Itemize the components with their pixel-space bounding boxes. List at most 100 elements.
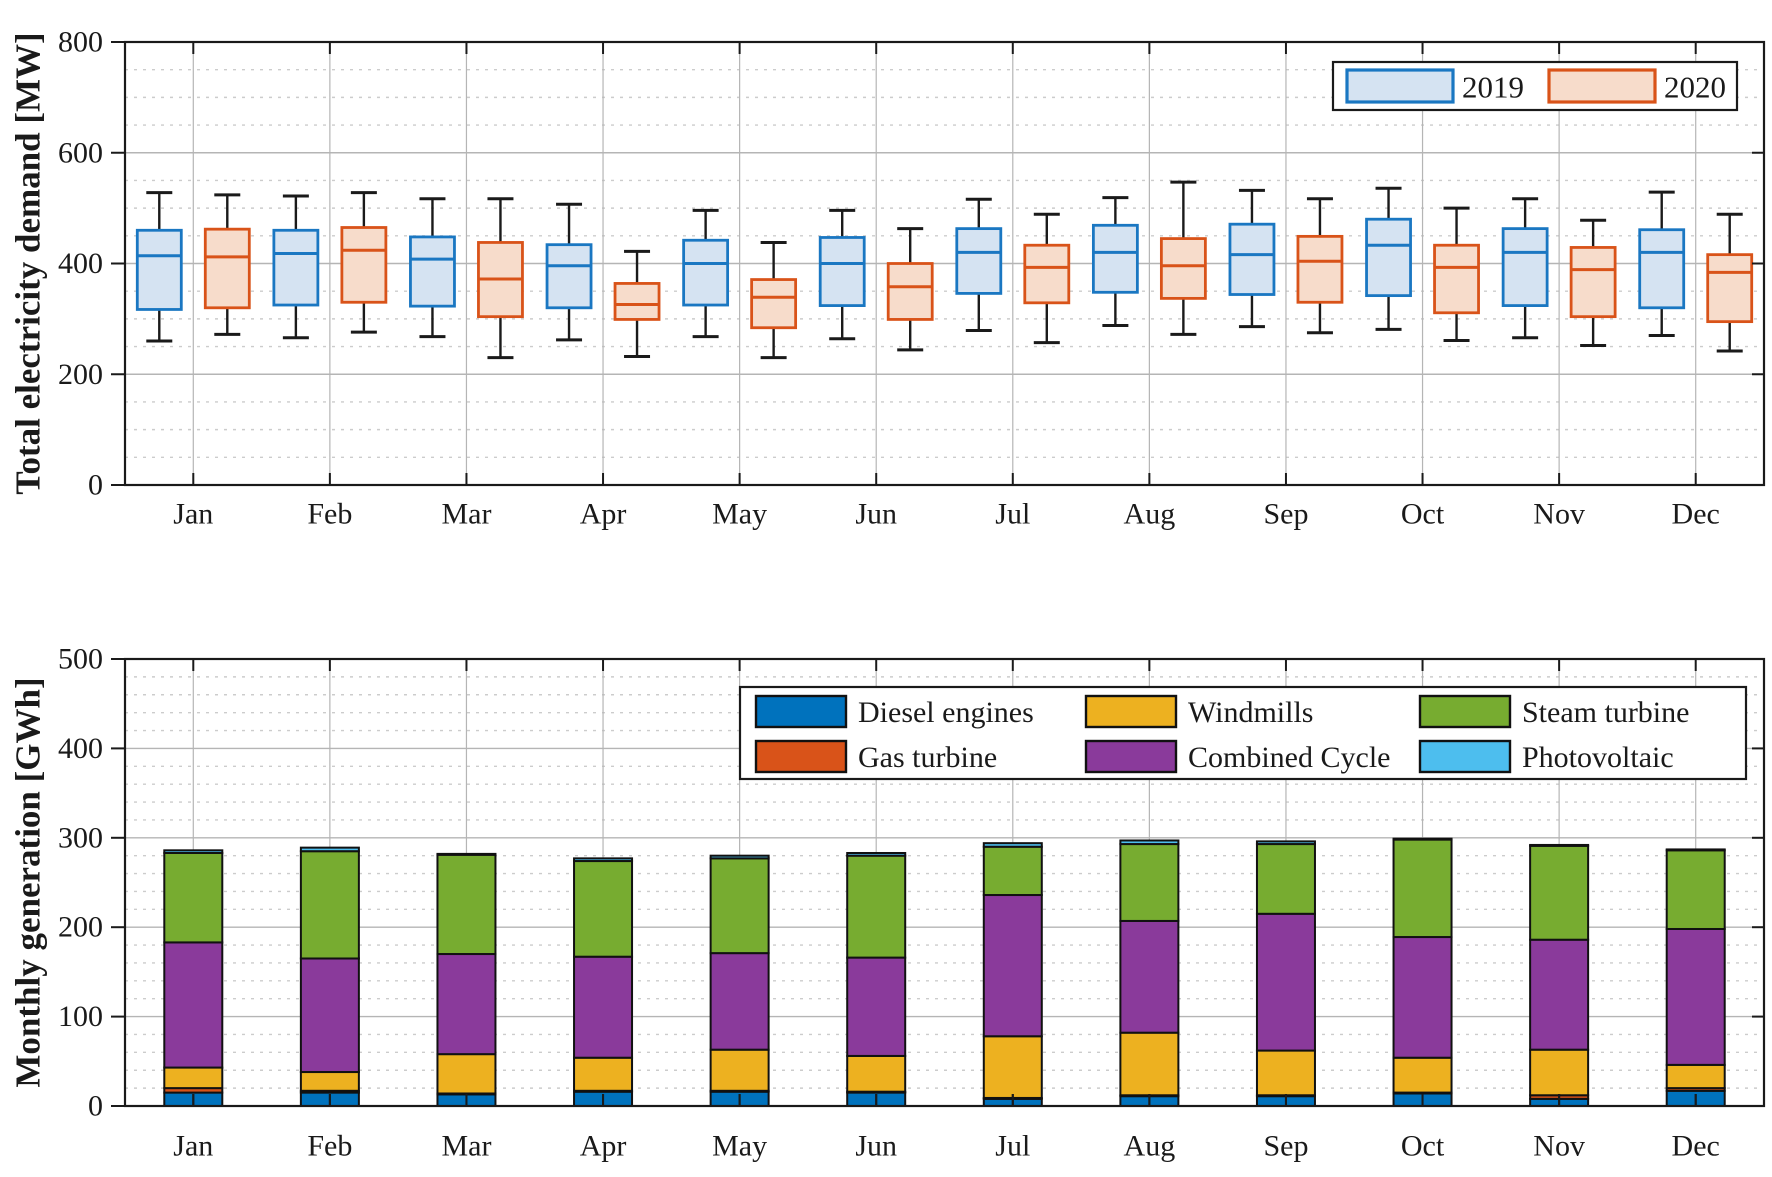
x-tick-label: Jul [995, 498, 1030, 531]
bar-May [709, 854, 770, 1108]
x-tick-label: May [712, 1130, 767, 1163]
major-gridlines [125, 747, 1764, 1018]
stacked-bars [163, 837, 1726, 1108]
y-tick-label: 600 [58, 136, 103, 169]
bar-Nov [1529, 843, 1590, 1108]
bar-Jun [846, 851, 907, 1107]
legend-label-diesel-engines: Diesel engines [858, 696, 1034, 729]
y-tick-label: 400 [58, 247, 103, 280]
x-tick-label: Feb [307, 498, 352, 531]
x-tick-label: Oct [1401, 498, 1445, 531]
legend-label-photovoltaic: Photovoltaic [1522, 741, 1674, 774]
y-tick-label: 0 [88, 1090, 103, 1123]
box-2019-Aug [1091, 196, 1139, 328]
box-2020-Apr [613, 249, 661, 359]
x-tick-label: Jan [173, 1130, 213, 1163]
box-2020-Jul [1023, 212, 1071, 345]
x-tick-label: Oct [1401, 1130, 1445, 1163]
y-axis-label: Monthly generation [GWh] [9, 677, 48, 1087]
box-2019-Mar [409, 197, 456, 339]
bar-Mar [436, 852, 497, 1108]
y-tick-label: 100 [58, 1000, 103, 1033]
tick-marks [111, 41, 1764, 486]
x-gridlines [192, 42, 1697, 485]
y-tick-label: 200 [58, 911, 103, 944]
y-axis-title: Total electricity demand [MW] [9, 32, 48, 494]
x-tick-label: Mar [441, 498, 491, 531]
y-axis-label: Total electricity demand [MW] [9, 32, 48, 494]
x-tick-label: Dec [1672, 1130, 1720, 1163]
x-tick-label: Sep [1263, 498, 1308, 531]
boxplot-series-2019 [135, 186, 1686, 343]
legend-label-windmills: Windmills [1188, 696, 1313, 729]
tick-marks [111, 658, 1764, 1107]
y-tick-label: 200 [58, 358, 103, 391]
box-2020-Aug [1159, 180, 1207, 336]
bar-Feb [299, 846, 360, 1107]
boxplot-series-2020 [203, 180, 1754, 360]
y-axis-title: Monthly generation [GWh] [9, 677, 48, 1087]
box-2020-Jan [203, 193, 251, 336]
major-gridlines [125, 152, 1764, 375]
bar-Dec [1665, 848, 1726, 1108]
x-tick-label: Mar [441, 1130, 491, 1163]
y-tick-label: 400 [58, 732, 103, 765]
legend-years: 2019 2020 [1331, 60, 1739, 112]
bar-Sep [1255, 840, 1316, 1108]
bar-Apr [573, 857, 634, 1108]
legend-label-2020: 2020 [1664, 70, 1726, 105]
x-tick-label: Jan [173, 498, 213, 531]
box-2019-May [682, 208, 730, 339]
y-tick-label: 500 [58, 643, 103, 676]
box-2019-Apr [545, 202, 593, 342]
y-tick-labels: 0 200 400 600 800 [58, 26, 103, 502]
box-2019-Oct [1365, 186, 1412, 331]
box-2020-Mar [477, 197, 524, 360]
legend-label-2019: 2019 [1462, 70, 1524, 105]
x-tick-label: Aug [1124, 1130, 1176, 1163]
legend-label-gas-turbine: Gas turbine [858, 741, 997, 774]
generation-bar-chart: Diesel engines Windmills Steam turbine Gas … [9, 643, 1766, 1163]
x-tick-label: Nov [1533, 498, 1585, 531]
x-tick-label: Jun [855, 1130, 897, 1163]
bar-Jan [163, 849, 224, 1107]
box-2020-Oct [1433, 206, 1480, 342]
box-2019-Dec [1638, 190, 1686, 337]
x-tick-labels: Jan Feb Mar Apr May Jun Jul Aug Sep Oct Nov Dec [173, 498, 1720, 531]
bar-Aug [1119, 839, 1180, 1108]
legend-label-steam-turbine: Steam turbine [1522, 696, 1689, 729]
x-tick-label: Nov [1533, 1130, 1585, 1163]
box-2020-Feb [340, 191, 388, 334]
box-2019-Jun [818, 208, 866, 341]
y-tick-label: 300 [58, 821, 103, 854]
box-2019-Jul [955, 197, 1003, 333]
minor-gridlines [125, 68, 1764, 459]
box-2020-Nov [1569, 218, 1617, 347]
x-tick-label: Apr [580, 498, 627, 531]
x-tick-label: Sep [1263, 1130, 1308, 1163]
box-2020-Jun [886, 227, 934, 352]
bar-Jul [982, 842, 1043, 1108]
plot-frame [123, 657, 1766, 1108]
x-tick-label: Feb [307, 1130, 352, 1163]
box-2020-May [750, 240, 798, 360]
x-tick-label: Aug [1124, 498, 1176, 531]
y-tick-labels: 0 100 200 300 400 500 [58, 643, 103, 1123]
box-2019-Nov [1501, 197, 1549, 340]
legend-label-combined-cycle: Combined Cycle [1188, 741, 1390, 774]
y-tick-label: 800 [58, 26, 103, 59]
box-2019-Jan [135, 191, 183, 343]
x-tick-label: Jul [995, 1130, 1030, 1163]
x-tick-label: Apr [580, 1130, 627, 1163]
x-tick-label: May [712, 498, 767, 531]
bar-Oct [1392, 837, 1453, 1108]
x-tick-label: Jun [855, 498, 897, 531]
box-2019-Feb [272, 194, 320, 340]
x-tick-label: Dec [1672, 498, 1720, 531]
y-tick-label: 0 [88, 469, 103, 502]
x-tick-labels: Jan Feb Mar Apr May Jun Jul Aug Sep Oct Nov Dec [173, 1130, 1720, 1163]
legend-generators: Diesel engines Windmills Steam turbine Gas … [738, 685, 1748, 781]
